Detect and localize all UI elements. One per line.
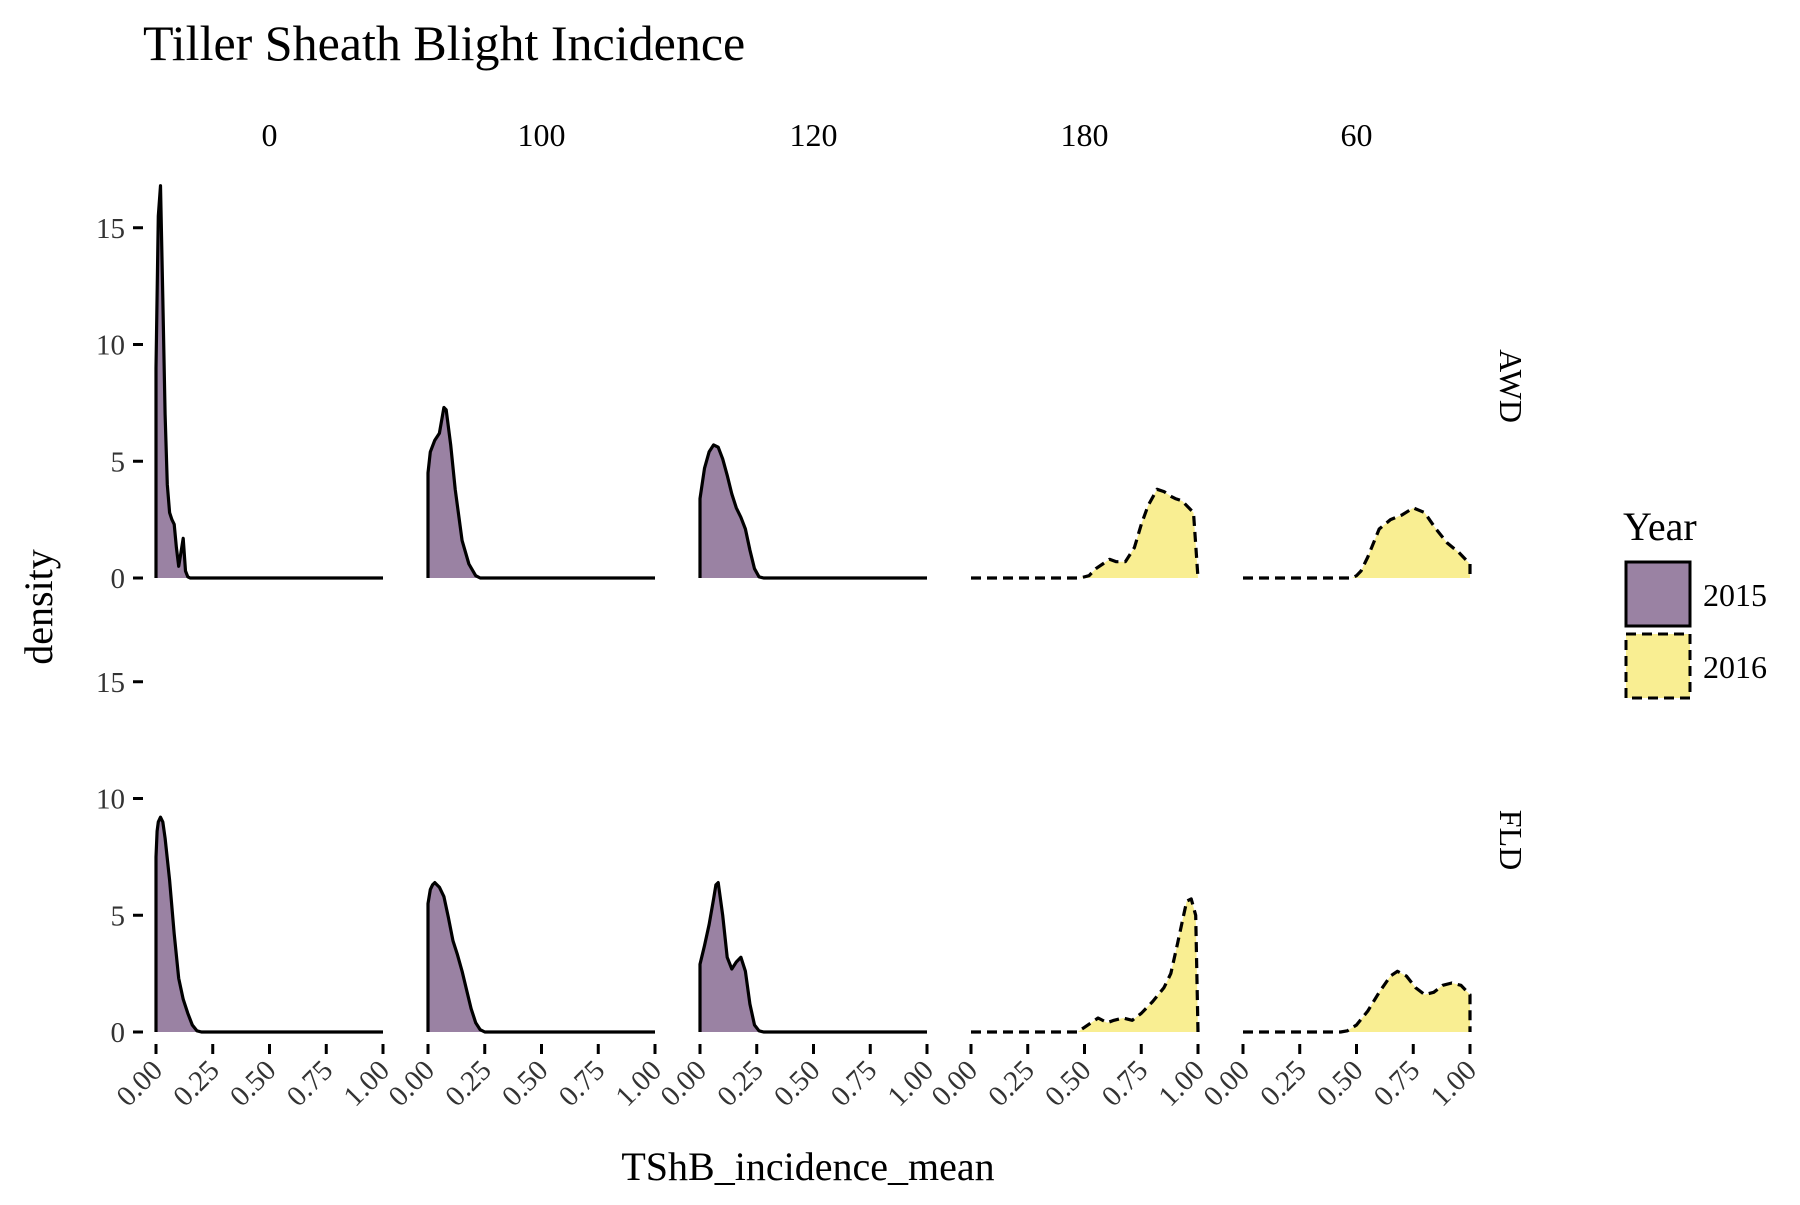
y-tick-label: 0	[111, 563, 126, 595]
chart-title: Tiller Sheath Blight Incidence	[143, 15, 745, 71]
legend-key	[1624, 632, 1692, 700]
density-line-AWD-180-2016	[971, 487, 1200, 580]
y-tick-label: 0	[111, 1017, 126, 1049]
x-tick-label: 0.50	[496, 1054, 555, 1113]
x-tick-label: 1.00	[337, 1054, 396, 1113]
density-line-AWD-100-2015	[426, 405, 655, 580]
y-tick-label: 10	[96, 330, 125, 362]
density-line-FLD-180-2016	[971, 897, 1200, 1034]
density-line-AWD-0-2015	[154, 184, 383, 580]
x-tick-label: 0.75	[553, 1054, 612, 1113]
x-tick-label: 1.00	[609, 1054, 668, 1113]
strip-label-row: FLD	[1493, 810, 1529, 870]
strip-label-row: AWD	[1493, 349, 1529, 423]
legend-title: Year	[1623, 504, 1697, 549]
x-tick-label: 0.25	[439, 1054, 498, 1113]
y-tick-label: 5	[111, 446, 126, 478]
strip-label-col: 120	[790, 117, 838, 153]
x-tick-label: 0.00	[1197, 1054, 1256, 1113]
density-area-AWD-120-2015	[700, 444, 927, 578]
density-area-FLD-60-2016	[1243, 971, 1470, 1032]
density-area-FLD-0-2015	[156, 817, 383, 1032]
facet-panels: 0 100 120 180 60AWDFLD0510150510150.000.250.…	[96, 117, 1529, 1113]
strip-label-col: 0	[262, 117, 278, 153]
x-tick-label: 0.75	[825, 1054, 884, 1113]
x-tick-label: 1.00	[1152, 1054, 1211, 1113]
density-area-FLD-100-2015	[428, 882, 655, 1032]
x-axis-title: TShB_incidence_mean	[621, 1144, 994, 1189]
legend-label: 2016	[1703, 649, 1767, 685]
x-tick-label: 0.00	[382, 1054, 441, 1113]
density-area-AWD-100-2015	[428, 407, 655, 578]
strip-label-col: 100	[518, 117, 566, 153]
density-area-AWD-180-2016	[971, 489, 1198, 578]
legend-label: 2015	[1703, 577, 1767, 613]
x-tick-label: 0.25	[982, 1054, 1041, 1113]
legend: Year 2015 2016	[1623, 504, 1767, 700]
x-tick-label: 0.75	[1096, 1054, 1155, 1113]
y-tick-label: 15	[96, 213, 125, 245]
x-tick-label: 0.00	[654, 1054, 713, 1113]
density-area-FLD-180-2016	[971, 898, 1198, 1032]
x-tick-label: 0.75	[281, 1054, 340, 1113]
density-area-AWD-0-2015	[156, 185, 383, 578]
x-tick-label: 1.00	[1424, 1054, 1483, 1113]
x-tick-label: 0.25	[711, 1054, 770, 1113]
density-line-AWD-60-2016	[1243, 506, 1472, 580]
strip-label-col: 180	[1061, 117, 1109, 153]
density-area-AWD-60-2016	[1243, 507, 1470, 578]
legend-key	[1624, 560, 1692, 628]
y-tick-label: 5	[111, 900, 126, 932]
y-axis-title: density	[16, 549, 61, 665]
density-line-FLD-60-2016	[1243, 969, 1472, 1034]
x-tick-label: 0.50	[224, 1054, 283, 1113]
x-tick-label: 0.75	[1368, 1054, 1427, 1113]
x-tick-label: 0.25	[167, 1054, 226, 1113]
density-line-FLD-120-2015	[698, 881, 927, 1034]
strip-label-col: 60	[1341, 117, 1373, 153]
x-tick-label: 0.00	[110, 1054, 169, 1113]
x-tick-label: 0.50	[1039, 1054, 1098, 1113]
x-tick-label: 0.50	[1311, 1054, 1370, 1113]
density-line-AWD-120-2015	[698, 443, 927, 580]
x-tick-label: 0.50	[768, 1054, 827, 1113]
density-area-FLD-120-2015	[700, 882, 927, 1032]
density-line-FLD-100-2015	[426, 881, 655, 1034]
density-line-FLD-0-2015	[154, 815, 383, 1034]
x-tick-label: 0.25	[1254, 1054, 1313, 1113]
y-tick-label: 10	[96, 784, 125, 816]
y-tick-label: 15	[96, 667, 125, 699]
x-tick-label: 0.00	[925, 1054, 984, 1113]
